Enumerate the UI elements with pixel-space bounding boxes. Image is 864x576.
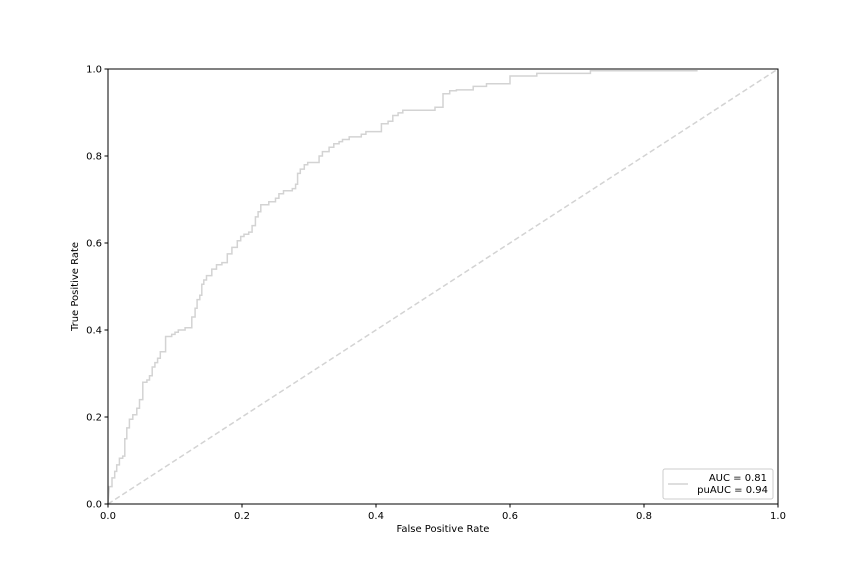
chance-diagonal-line xyxy=(107,68,779,505)
plot-area xyxy=(107,68,779,505)
x-axis: 0.0 0.2 0.4 0.6 0.8 1.0 xyxy=(100,504,786,522)
y-tick-label: 0.8 xyxy=(86,152,102,163)
y-tick-label: 1.0 xyxy=(86,65,102,76)
y-tick-label: 0.0 xyxy=(86,500,102,511)
plot-frame xyxy=(107,68,779,505)
legend-auc-label: AUC = 0.81 xyxy=(709,473,767,484)
legend-puauc-label: puAUC = 0.94 xyxy=(697,485,768,496)
x-tick-label: 0.4 xyxy=(368,511,384,522)
x-tick-label: 1.0 xyxy=(770,511,786,522)
y-tick-label: 0.4 xyxy=(86,326,102,337)
x-tick-label: 0.6 xyxy=(502,511,518,522)
y-tick-label: 0.2 xyxy=(86,413,102,424)
legend: AUC = 0.81 puAUC = 0.94 xyxy=(662,468,774,500)
x-tick-label: 0.2 xyxy=(234,511,250,522)
x-axis-label: False Positive Rate xyxy=(397,524,490,535)
x-tick-label: 0.0 xyxy=(100,511,116,522)
y-axis: 0.0 0.2 0.4 0.6 0.8 1.0 xyxy=(86,65,108,511)
legend-box xyxy=(662,468,774,500)
y-axis-label: True Positive Rate xyxy=(70,242,81,332)
x-tick-label: 0.8 xyxy=(636,511,652,522)
roc-curve-line xyxy=(107,69,698,505)
y-tick-label: 0.6 xyxy=(86,239,102,250)
